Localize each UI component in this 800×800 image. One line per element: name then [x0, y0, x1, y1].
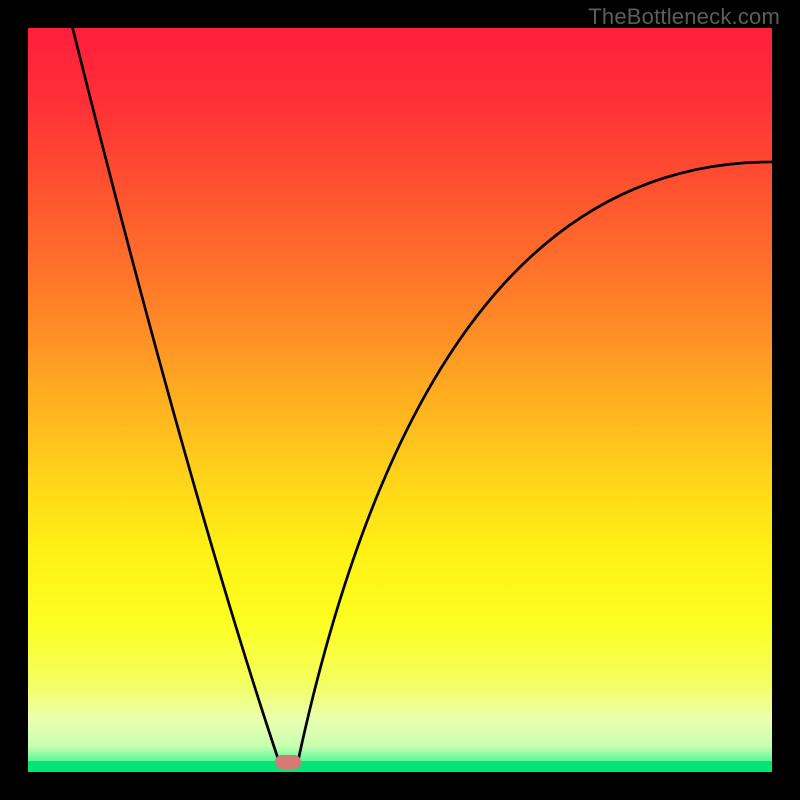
apex-marker	[275, 755, 301, 769]
chart-frame: TheBottleneck.com	[0, 0, 800, 800]
plot-area	[28, 28, 772, 772]
watermark-text: TheBottleneck.com	[588, 4, 780, 30]
bottleneck-curve	[28, 28, 772, 772]
